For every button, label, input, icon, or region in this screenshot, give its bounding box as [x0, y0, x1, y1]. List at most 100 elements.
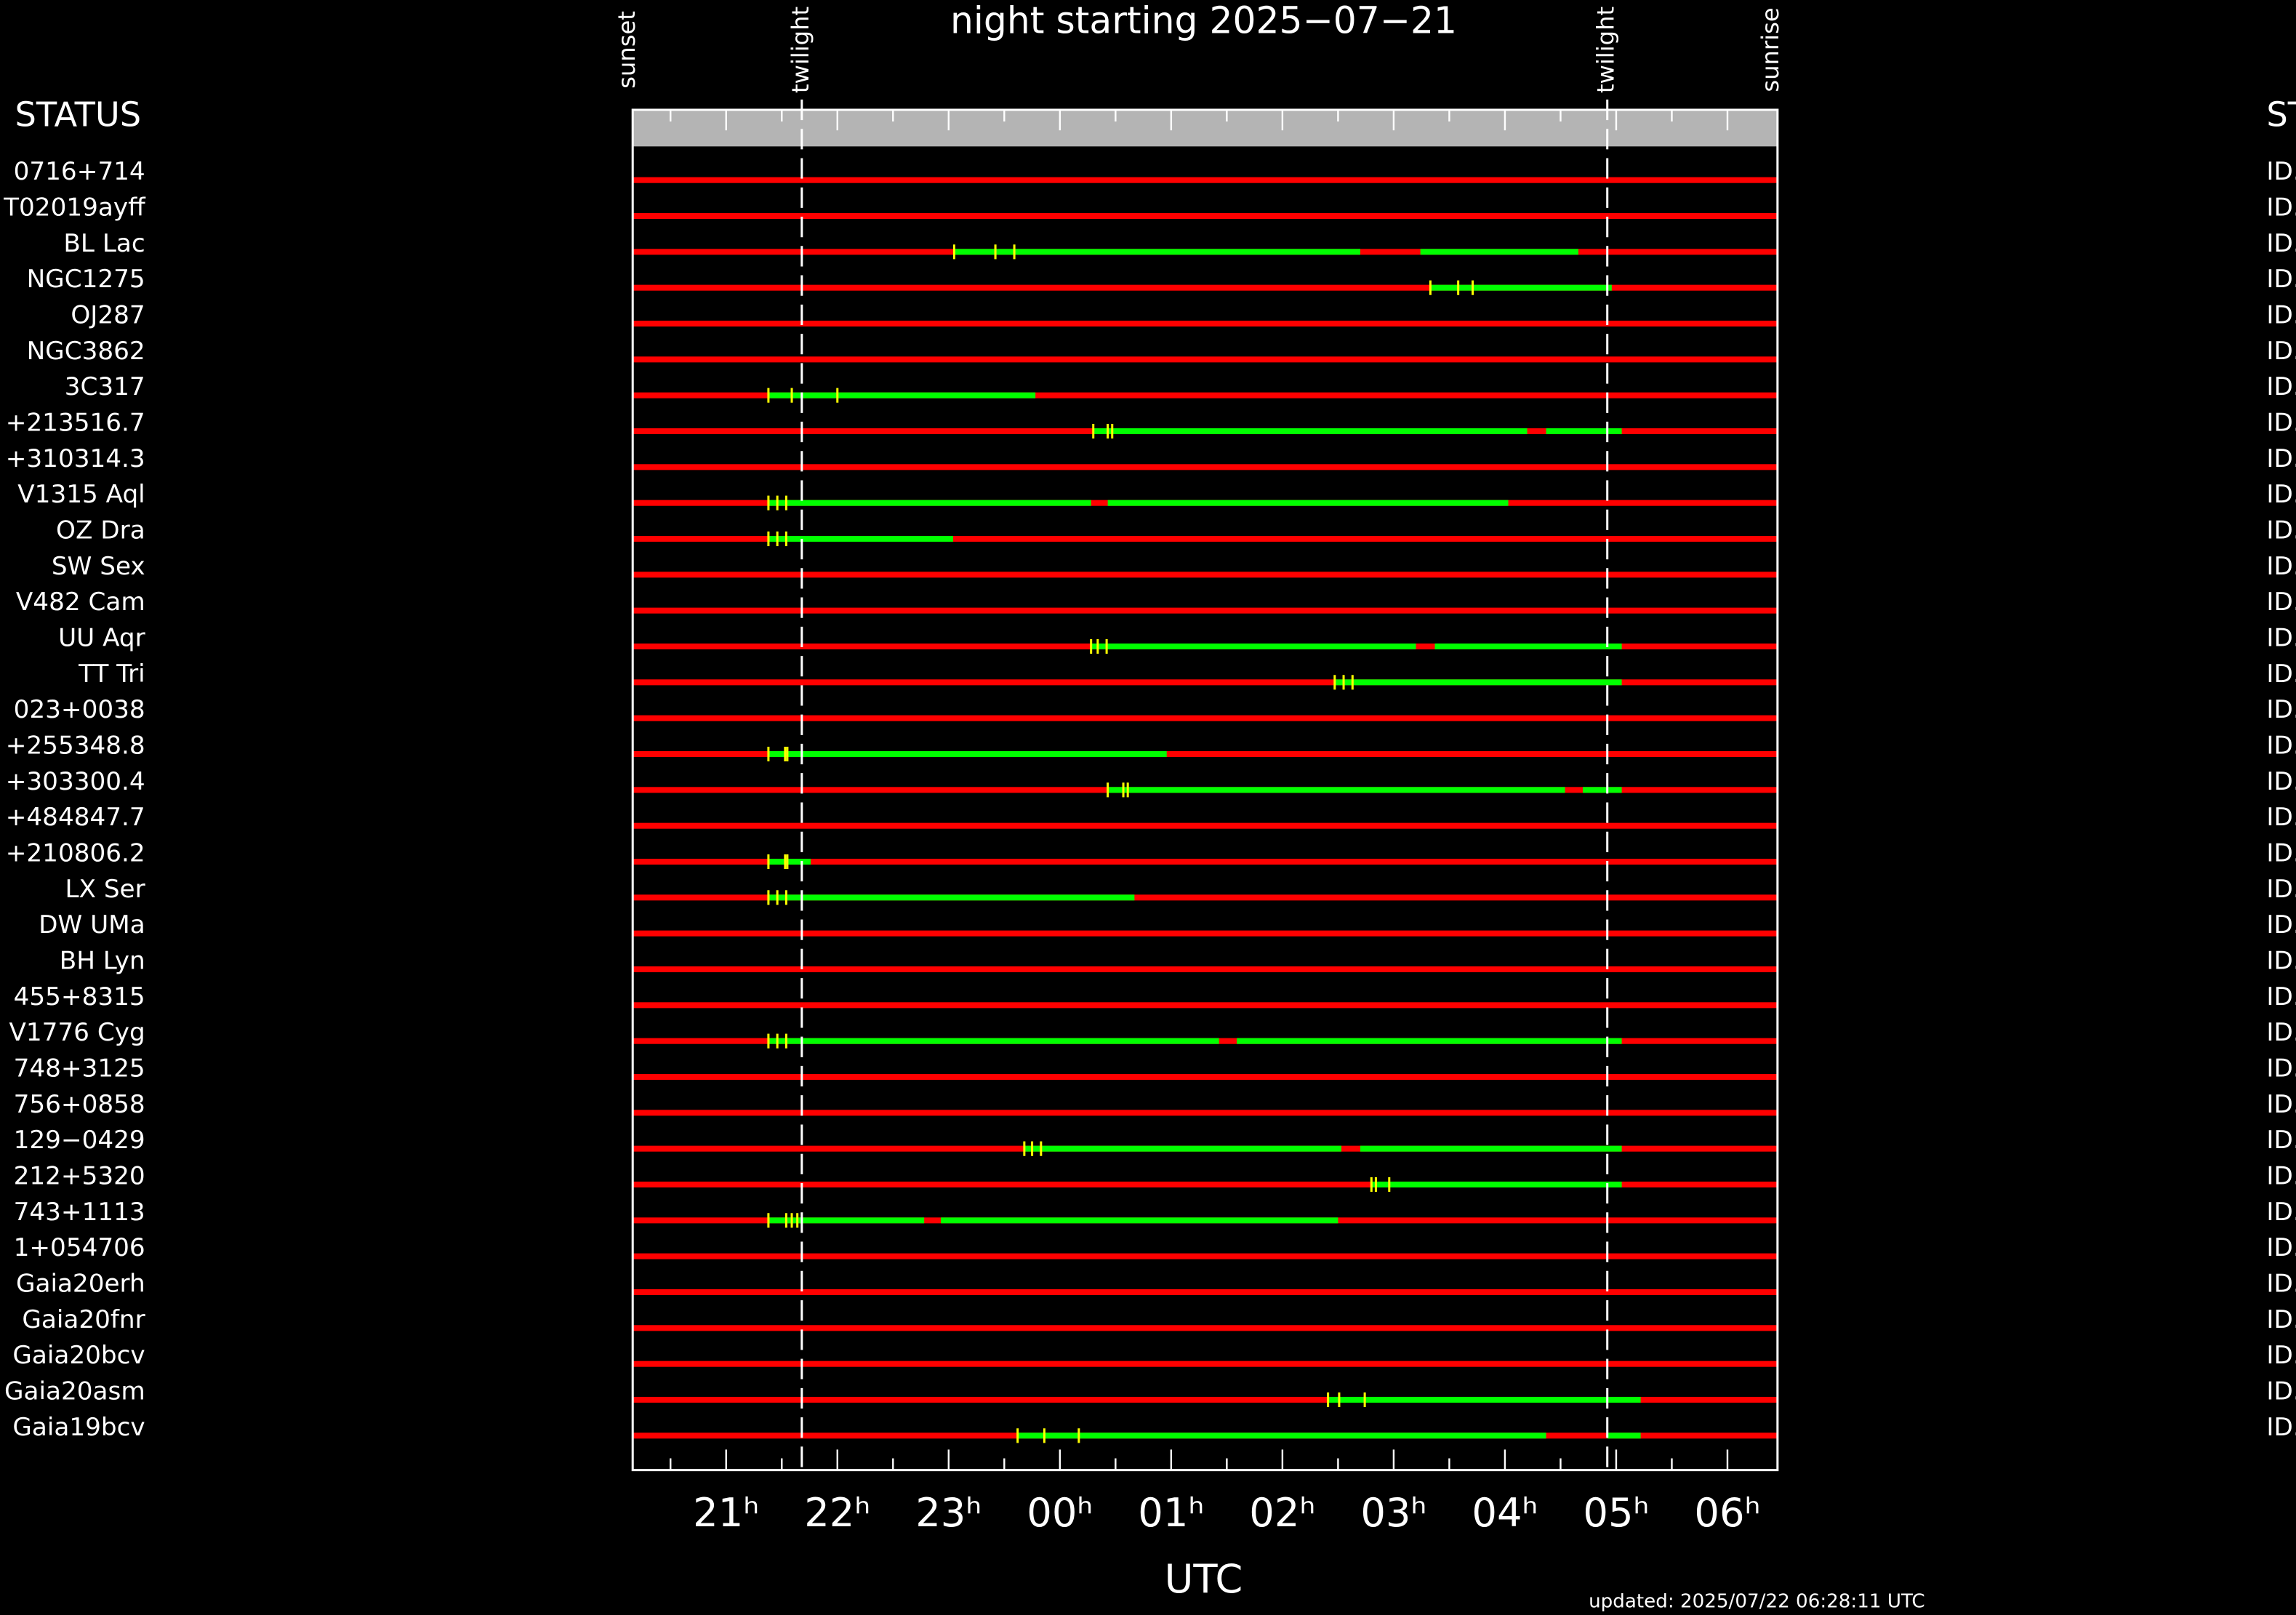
row-label: T02019ayff — [3, 193, 146, 222]
row-label: Gaia20erh — [16, 1269, 145, 1298]
row-status: ID. — [2266, 1126, 2296, 1155]
row-status: ID. — [2266, 838, 2296, 867]
visible-segment — [941, 1217, 1338, 1224]
x-tick-label: 22ʰ — [804, 1490, 870, 1536]
row-track — [633, 284, 1778, 291]
row-track — [633, 1396, 1778, 1403]
x-tick-label: 02ʰ — [1249, 1490, 1315, 1536]
visible-segment — [768, 1217, 925, 1224]
chart-title: night starting 2025−07−21 — [950, 0, 1457, 42]
row-label: 743+1113 — [14, 1198, 145, 1227]
row-status: ID. — [2266, 767, 2296, 796]
visible-segment — [1091, 643, 1416, 650]
row-track — [633, 572, 1778, 578]
row-track — [633, 679, 1778, 686]
row-status: ID. — [2266, 157, 2296, 186]
visible-segment — [1334, 679, 1622, 686]
row-track — [633, 858, 1778, 865]
row-status: ID. — [2266, 229, 2296, 258]
row-label: V482 Cam — [16, 588, 145, 617]
row-status: ID. — [2266, 1161, 2296, 1190]
row-status: ID. — [2266, 731, 2296, 760]
row-track — [633, 1289, 1778, 1296]
row-label: 748+3125 — [14, 1054, 145, 1083]
row-track — [633, 1325, 1778, 1331]
row-track — [633, 822, 1778, 829]
x-tick-label: 23ʰ — [915, 1490, 982, 1536]
visible-segment — [1430, 284, 1612, 291]
row-status: ID. — [2266, 552, 2296, 581]
visible-segment — [768, 535, 953, 542]
row-status: ID. — [2266, 1413, 2296, 1442]
x-tick-label: 05ʰ — [1583, 1490, 1649, 1536]
visible-segment — [1328, 1396, 1641, 1403]
row-status: ID. — [2266, 516, 2296, 545]
row-track — [633, 356, 1778, 363]
visible-segment — [1371, 1181, 1622, 1188]
row-label: UU Aqr — [58, 623, 145, 652]
row-label: OJ287 — [71, 300, 145, 329]
status-header-right: ST — [2266, 95, 2296, 135]
row-track — [633, 1253, 1778, 1259]
row-track — [633, 894, 1778, 901]
row-label: V1315 Aql — [17, 480, 145, 509]
row-label: 3C317 — [65, 372, 145, 401]
row-status: ID. — [2266, 1198, 2296, 1227]
row-status: ID. — [2266, 1090, 2296, 1119]
header-bar — [633, 110, 1778, 147]
row-status: ID. — [2266, 1341, 2296, 1370]
row-track — [633, 212, 1778, 220]
row-track — [633, 930, 1778, 937]
row-label: NGC1275 — [27, 265, 145, 294]
row-label: LX Ser — [65, 875, 145, 904]
plot-frame — [631, 108, 1779, 1472]
row-label: Gaia19bcv — [12, 1413, 145, 1442]
row-track — [633, 1073, 1778, 1081]
row-label: +310314.3 — [6, 444, 145, 473]
row-label: NGC3862 — [27, 337, 145, 366]
row-track — [633, 1181, 1778, 1188]
x-tick-label: 01ʰ — [1138, 1490, 1204, 1536]
row-status: ID. — [2266, 660, 2296, 689]
visible-segment — [1360, 1145, 1622, 1152]
event-label: sunset — [613, 11, 641, 89]
row-track — [633, 320, 1778, 327]
row-track — [633, 392, 1778, 398]
row-label: Gaia20asm — [4, 1376, 145, 1406]
row-status: ID. — [2266, 1054, 2296, 1083]
row-status: ID. — [2266, 337, 2296, 366]
row-label: BL Lac — [63, 229, 145, 258]
row-status: ID. — [2266, 946, 2296, 975]
row-label: 756+0858 — [14, 1090, 145, 1119]
visible-segment — [1546, 428, 1622, 435]
row-status: ID. — [2266, 588, 2296, 617]
visible-segment — [1583, 787, 1622, 793]
row-status: ID. — [2266, 444, 2296, 473]
row-track — [633, 1002, 1778, 1009]
row-label: TT Tri — [78, 660, 145, 689]
updated-time: updated: 2025/07/22 06:28:11 UTC — [1589, 1590, 1925, 1612]
row-track — [633, 750, 1778, 758]
event-label: twilight — [1592, 7, 1620, 93]
visible-segment — [1024, 1145, 1341, 1152]
visible-segment — [768, 500, 1091, 506]
row-label: DW UMa — [39, 910, 145, 939]
visible-segment — [768, 750, 1167, 758]
visible-segment — [1107, 787, 1565, 793]
row-status: ID. — [2266, 1018, 2296, 1047]
row-label: SW Sex — [52, 552, 145, 581]
visible-segment — [1093, 428, 1528, 435]
row-status: ID. — [2266, 1269, 2296, 1298]
visible-segment — [1107, 500, 1509, 506]
row-track — [633, 1360, 1778, 1367]
row-label: +484847.7 — [6, 803, 145, 832]
row-label: 455+8315 — [14, 982, 145, 1011]
visible-segment — [1017, 1432, 1546, 1439]
row-status: ID. — [2266, 408, 2296, 437]
row-track — [633, 966, 1778, 973]
row-status: ID. — [2266, 193, 2296, 222]
row-status: ID. — [2266, 803, 2296, 832]
row-track — [633, 1110, 1778, 1116]
row-label: +255348.8 — [6, 731, 145, 760]
